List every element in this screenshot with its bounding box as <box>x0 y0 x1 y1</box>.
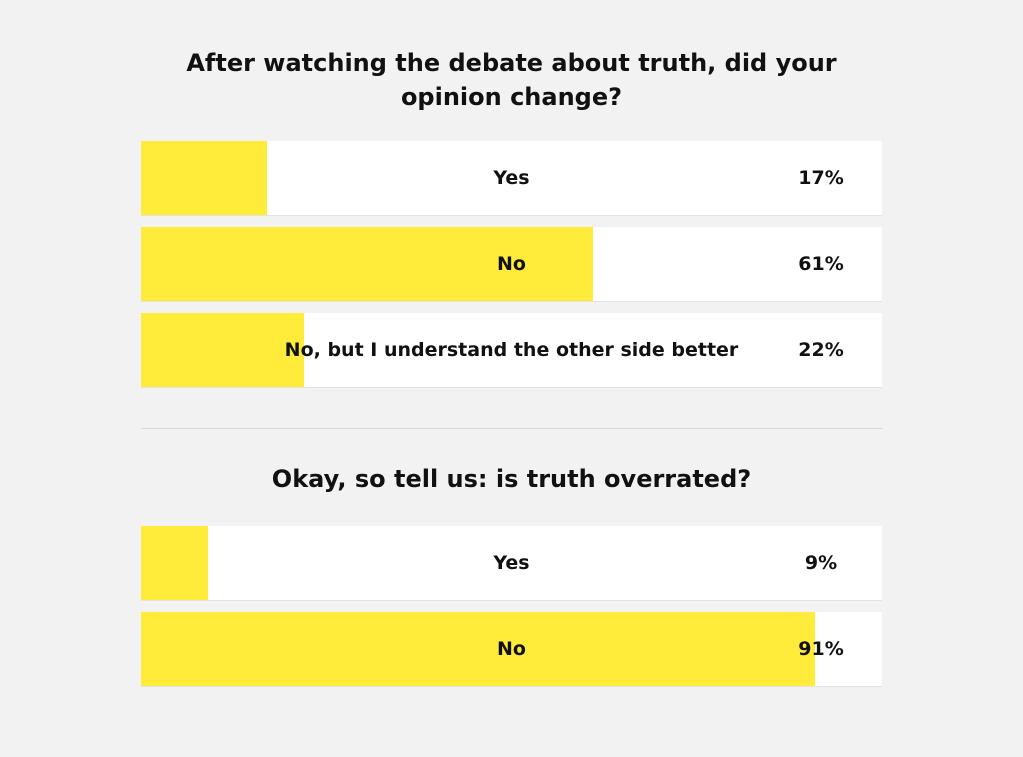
poll-truth-overrated: Okay, so tell us: is truth overrated? Ye… <box>141 462 882 698</box>
poll-option-no[interactable]: No 91% <box>141 612 882 686</box>
option-percent: 9% <box>804 552 838 574</box>
option-label: Yes <box>493 167 530 189</box>
option-label: No, but I understand the other side bett… <box>284 339 739 361</box>
option-percent: 61% <box>798 253 844 275</box>
poll-options: Yes 17% No 61% No, but I understand the … <box>141 141 882 387</box>
poll-options: Yes 9% No 91% <box>141 526 882 686</box>
poll-opinion-change: After watching the debate about truth, d… <box>141 46 882 399</box>
poll-question: Okay, so tell us: is truth overrated? <box>271 465 752 493</box>
result-bar <box>141 612 816 686</box>
option-percent: 91% <box>798 638 844 660</box>
poll-option-yes[interactable]: Yes 9% <box>141 526 882 600</box>
poll-question: After watching the debate about truth, d… <box>186 49 837 111</box>
option-label: Yes <box>493 552 530 574</box>
result-bar <box>141 526 208 600</box>
poll-option-no[interactable]: No 61% <box>141 227 882 301</box>
option-label: No <box>497 638 526 660</box>
section-divider <box>141 428 882 429</box>
result-bar <box>141 227 593 301</box>
poll-option-no-but-understand[interactable]: No, but I understand the other side bett… <box>141 313 882 387</box>
option-label: No <box>497 253 526 275</box>
option-percent: 22% <box>798 339 844 361</box>
result-bar <box>141 141 267 215</box>
option-percent: 17% <box>798 167 844 189</box>
poll-option-yes[interactable]: Yes 17% <box>141 141 882 215</box>
result-bar <box>141 313 305 387</box>
